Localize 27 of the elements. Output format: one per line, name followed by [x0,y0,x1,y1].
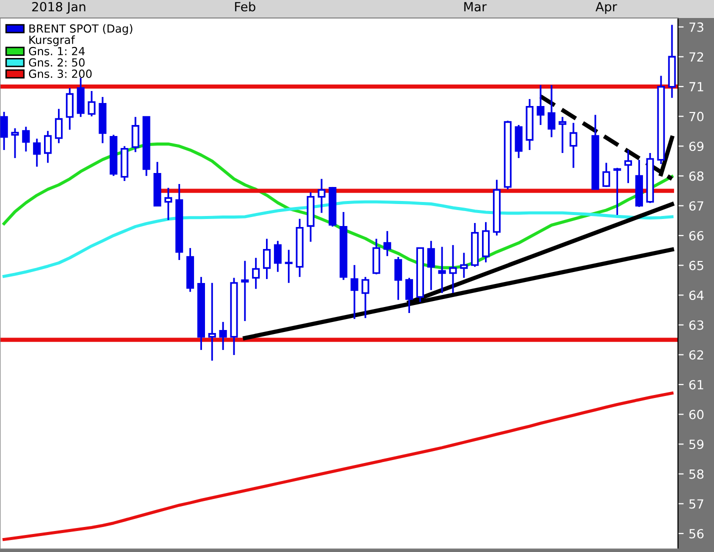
y-tick-label: 56 [689,528,704,538]
legend-label: Gns. 3: 200 [28,70,92,78]
x-tick-label: Apr [596,2,618,14]
y-tick-label: 60 [689,410,704,420]
y-tick-label: 57 [689,499,704,509]
annotation: Kursgraf [29,35,76,46]
y-tick-label: 61 [689,380,704,390]
y-tick-label: 64 [689,290,704,300]
y-tick-label: 68 [689,171,704,181]
legend-label: Gns. 1: 24 [28,46,85,56]
y-tick-label: 66 [689,230,704,240]
y-tick-label: 59 [689,440,704,450]
y-tick-label: 72 [689,52,704,62]
legend-label: Gns. 2: 50 [28,58,85,67]
x-tick-label: Mar [464,2,487,12]
y-tick-label: 58 [689,469,704,479]
x-tick-label: Feb [235,2,256,12]
y-tick-label: 70 [689,112,704,122]
y-tick-label: 73 [689,22,704,32]
y-tick-label: 71 [689,82,704,92]
y-tick-label: 63 [689,320,704,330]
x-tick-label: 2018 Jan [32,2,86,14]
y-tick-label: 69 [689,142,704,152]
y-tick-label: 67 [689,201,704,211]
y-tick-label: 65 [689,260,704,270]
y-tick-label: 62 [689,350,704,360]
legend-label: BRENT SPOT (Dag) [29,24,132,35]
